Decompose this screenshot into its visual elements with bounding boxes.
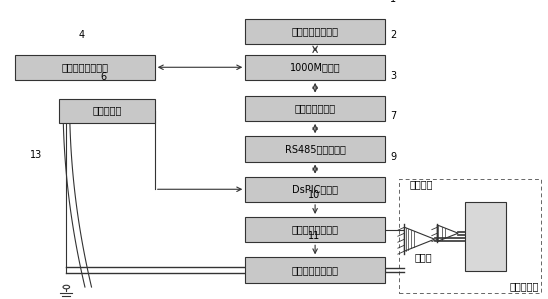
- Text: 1000M以太网: 1000M以太网: [290, 62, 340, 72]
- Text: 10: 10: [308, 190, 321, 200]
- Text: 助力器: 助力器: [414, 253, 432, 263]
- Bar: [245, 54, 385, 80]
- Text: 6: 6: [100, 72, 106, 82]
- Bar: [245, 257, 385, 283]
- Text: 电磁力伺服加载器: 电磁力伺服加载器: [292, 265, 339, 275]
- Bar: [465, 202, 506, 271]
- Text: 传动机构: 传动机构: [410, 179, 433, 189]
- Text: 教员控制台计算机: 教员控制台计算机: [61, 62, 109, 72]
- Bar: [245, 176, 385, 202]
- Text: 1: 1: [390, 0, 397, 4]
- Text: 操纵负荷计算机: 操纵负荷计算机: [294, 103, 336, 113]
- Text: 4: 4: [78, 30, 84, 40]
- Bar: [245, 217, 385, 242]
- Bar: [245, 19, 385, 44]
- Text: 7: 7: [390, 111, 397, 121]
- Text: 9: 9: [390, 152, 397, 161]
- Text: 主飞行仿真计算机: 主飞行仿真计算机: [292, 26, 339, 36]
- Text: 被去掉部分: 被去掉部分: [509, 282, 539, 292]
- Bar: [399, 179, 541, 293]
- Bar: [59, 99, 155, 123]
- Bar: [245, 96, 385, 121]
- Text: 11: 11: [308, 231, 321, 241]
- Text: 3: 3: [390, 71, 397, 80]
- Text: 13: 13: [30, 150, 42, 161]
- Bar: [15, 54, 155, 80]
- Text: 2: 2: [390, 30, 397, 40]
- Text: RS485数据转换器: RS485数据转换器: [284, 144, 346, 154]
- Text: DsPIC单片机: DsPIC单片机: [292, 184, 338, 194]
- Text: 光电编码器: 光电编码器: [92, 106, 122, 116]
- Text: 电磁力伺服放大器: 电磁力伺服放大器: [292, 225, 339, 235]
- Bar: [245, 136, 385, 161]
